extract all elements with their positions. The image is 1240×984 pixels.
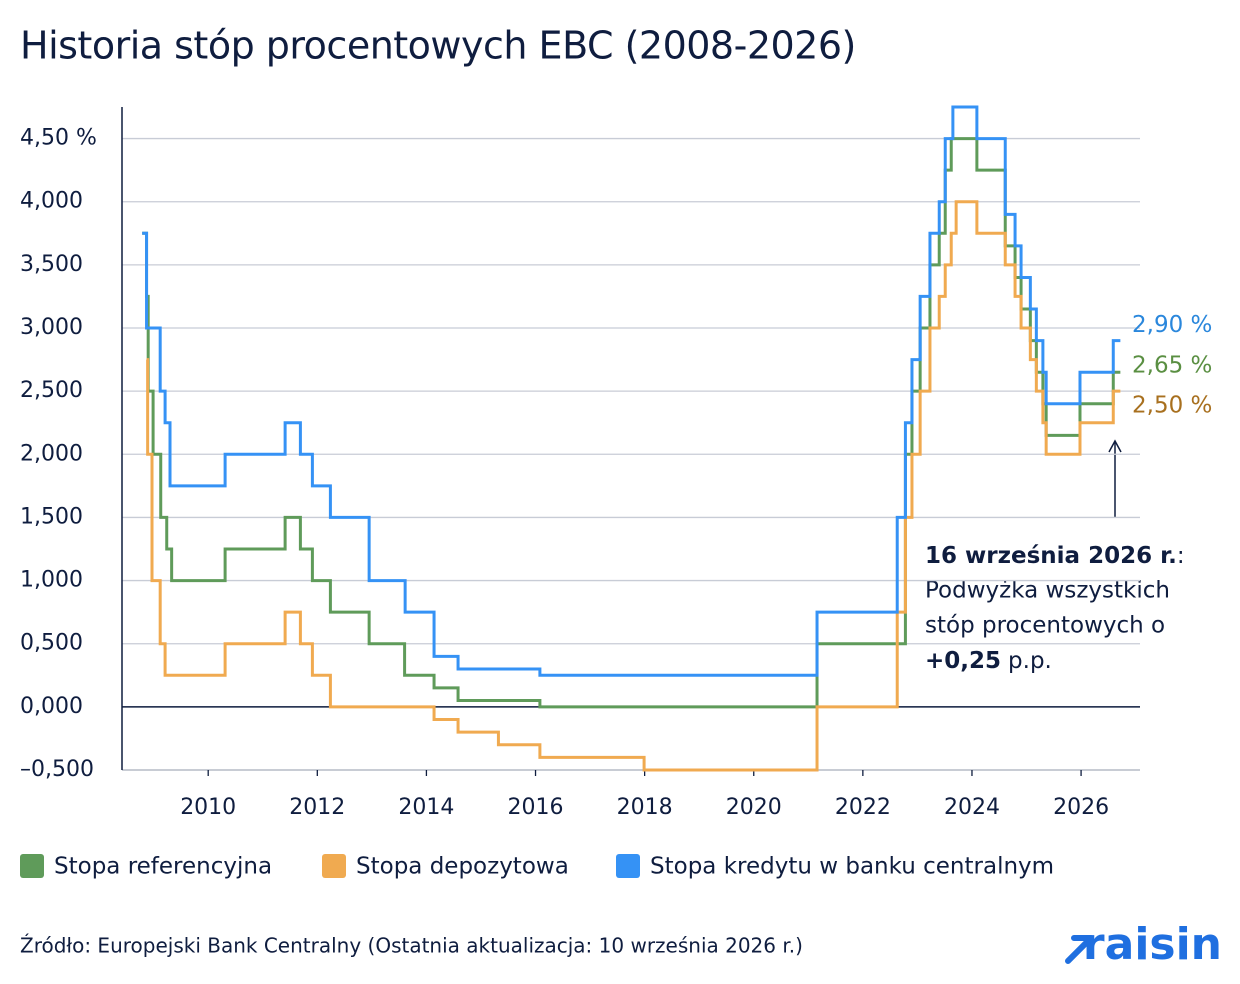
x-tick-label: 2018 <box>617 795 673 820</box>
annotation-line: Podwyżka wszystkich <box>925 578 1170 604</box>
legend-swatch <box>616 854 640 878</box>
x-tick-label: 2026 <box>1053 795 1109 820</box>
annotation-date: 16 września 2026 r. <box>925 543 1177 569</box>
annotation-colon: : <box>1177 543 1185 569</box>
series-line <box>142 137 1121 709</box>
annotation-amount: +0,25 <box>925 648 1001 674</box>
x-tick-label: 2010 <box>180 795 236 820</box>
end-label: 2,90 % <box>1132 312 1212 338</box>
annotation-unit: p.p. <box>1008 648 1052 674</box>
logo-icon <box>1065 935 1094 964</box>
annotation: 16 września 2026 r.: <box>925 543 1185 569</box>
y-tick-label: 2,000 <box>20 441 83 466</box>
annotation-line: +0,25 p.p. <box>925 648 1052 674</box>
x-tick-label: 2020 <box>726 795 782 820</box>
legend-label: Stopa kredytu w banku centralnym <box>650 854 1054 880</box>
x-tick-label: 2012 <box>289 795 345 820</box>
y-tick-label: –0,500 <box>20 757 94 782</box>
x-tick-label: 2022 <box>835 795 891 820</box>
legend-label: Stopa depozytowa <box>356 854 569 880</box>
y-tick-label: 1,500 <box>20 504 83 529</box>
x-tick-label: 2024 <box>944 795 1000 820</box>
legend-label: Stopa referencyjna <box>54 854 272 880</box>
y-tick-label: 3,000 <box>20 315 83 340</box>
logo: raisin <box>1083 919 1222 970</box>
y-tick-label: 0,000 <box>20 694 83 719</box>
y-tick-label: 1,000 <box>20 568 83 593</box>
annotation-line: stóp procentowych o <box>925 613 1165 639</box>
end-label: 2,50 % <box>1132 393 1212 419</box>
annotation-arrow-head <box>1108 439 1122 453</box>
y-tick-label: 4,50 % <box>20 126 97 151</box>
y-tick-label: 3,500 <box>20 252 83 277</box>
y-tick-label: 4,000 <box>20 189 83 214</box>
series-line <box>146 200 1121 772</box>
source: Źródło: Europejski Bank Centralny (Ostat… <box>20 934 803 958</box>
series-line <box>142 105 1121 677</box>
legend-swatch <box>20 854 44 878</box>
x-tick-label: 2016 <box>508 795 564 820</box>
x-tick-label: 2014 <box>398 795 454 820</box>
legend-swatch <box>322 854 346 878</box>
end-label: 2,65 % <box>1132 353 1212 379</box>
y-tick-label: 0,500 <box>20 631 83 656</box>
chart-title: Historia stóp procentowych EBC (2008-202… <box>20 24 856 68</box>
y-tick-label: 2,500 <box>20 378 83 403</box>
